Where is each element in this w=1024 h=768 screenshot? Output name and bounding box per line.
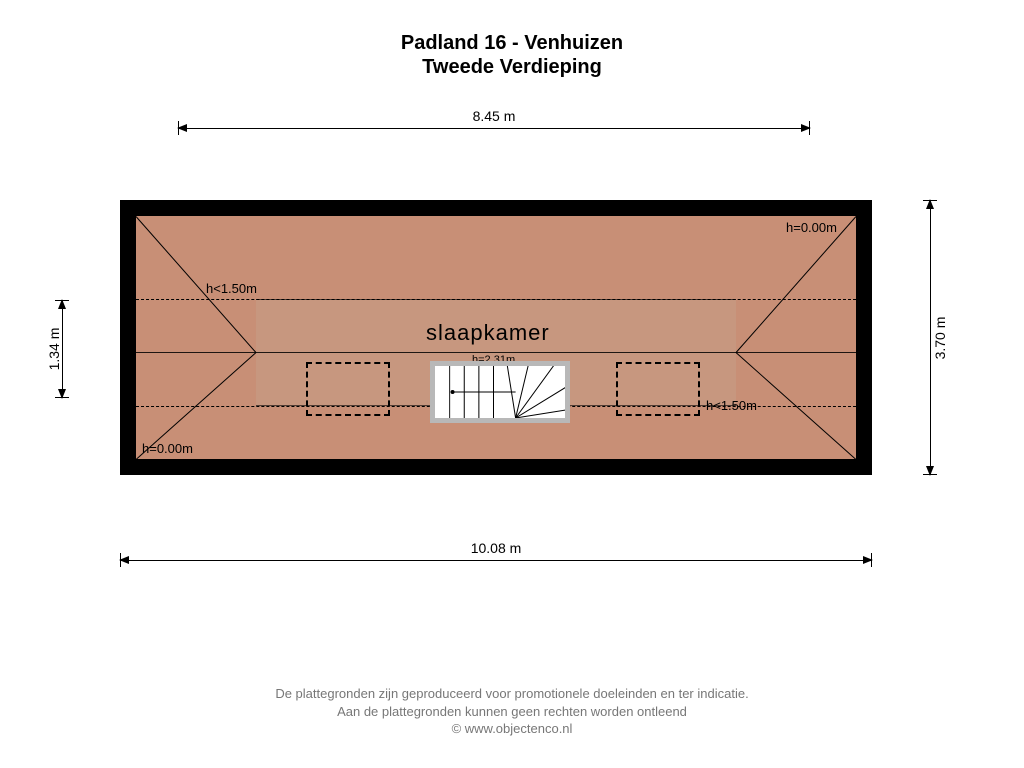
- height-label: h=0.00m: [142, 441, 193, 456]
- dimension-right-label: 3.70 m: [932, 310, 948, 365]
- skylight: [616, 362, 700, 416]
- height-label: h<1.50m: [706, 398, 757, 413]
- page: Padland 16 - Venhuizen Tweede Verdieping…: [0, 0, 1024, 768]
- staircase-icon: [435, 366, 565, 418]
- dimension-bottom-label: 10.08 m: [465, 540, 528, 556]
- dimension-top-label: 8.45 m: [467, 108, 522, 124]
- dimension-left-label: 1.34 m: [46, 322, 62, 377]
- floor-area: slaapkamer h<1.50m h<1.50m h=2.31m h=0.0…: [136, 216, 856, 459]
- skylight: [306, 362, 390, 416]
- footer: De plattegronden zijn geproduceerd voor …: [0, 685, 1024, 738]
- dimension-left: 1.34 m: [62, 300, 63, 398]
- dimension-bottom: 10.08 m: [120, 560, 872, 561]
- room-label: slaapkamer: [426, 320, 550, 346]
- footer-line3: © www.objectenco.nl: [0, 720, 1024, 738]
- footer-line2: Aan de plattegronden kunnen geen rechten…: [0, 703, 1024, 721]
- dimension-right: 3.70 m: [930, 200, 931, 475]
- height-label: h<1.50m: [206, 281, 257, 296]
- floor-plan: slaapkamer h<1.50m h<1.50m h=2.31m h=0.0…: [120, 200, 872, 475]
- title-line2: Tweede Verdieping: [0, 56, 1024, 79]
- height-line-upper: [136, 299, 856, 300]
- hip-line: [736, 216, 857, 353]
- title-line1: Padland 16 - Venhuizen: [0, 32, 1024, 55]
- footer-line1: De plattegronden zijn geproduceerd voor …: [0, 685, 1024, 703]
- dimension-top: 8.45 m: [178, 128, 810, 129]
- staircase: [430, 361, 570, 423]
- ridge-line: [136, 352, 856, 353]
- height-label: h=0.00m: [786, 220, 837, 235]
